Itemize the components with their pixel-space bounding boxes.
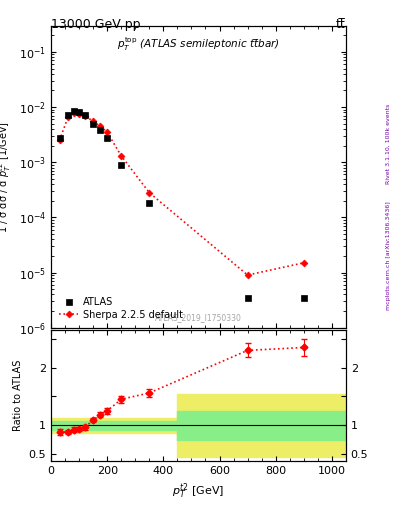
ATLAS [147,200,152,206]
Text: ATLAS_2019_I1750330: ATLAS_2019_I1750330 [155,313,242,322]
Sherpa 2.2.5 default [57,137,62,143]
ATLAS [83,112,87,118]
Text: mcplots.cern.ch [arXiv:1306.3436]: mcplots.cern.ch [arXiv:1306.3436] [386,202,391,310]
Y-axis label: Ratio to ATLAS: Ratio to ATLAS [13,360,23,431]
Sherpa 2.2.5 default [71,110,76,116]
Sherpa 2.2.5 default [105,129,110,135]
Legend: ATLAS, Sherpa 2.2.5 default: ATLAS, Sherpa 2.2.5 default [56,294,186,323]
ATLAS [301,294,306,301]
Sherpa 2.2.5 default [301,260,306,266]
ATLAS [119,162,124,168]
X-axis label: $p_T^{t2}$ [GeV]: $p_T^{t2}$ [GeV] [172,481,225,501]
Text: $p_T^{\mathrm{top}}$ (ATLAS semileptonic tt̅bar): $p_T^{\mathrm{top}}$ (ATLAS semileptonic… [117,35,280,53]
ATLAS [98,127,103,133]
ATLAS [66,112,70,118]
Text: 13000 GeV pp: 13000 GeV pp [51,18,141,31]
Sherpa 2.2.5 default [98,123,103,129]
Sherpa 2.2.5 default [83,113,87,119]
Text: tt̅: tt̅ [336,18,346,31]
Line: Sherpa 2.2.5 default: Sherpa 2.2.5 default [57,111,306,278]
Y-axis label: 1 / σ dσ / d $p_T^{t2}$ [1/GeV]: 1 / σ dσ / d $p_T^{t2}$ [1/GeV] [0,121,13,232]
Sherpa 2.2.5 default [77,111,81,117]
ATLAS [245,294,250,301]
Line: ATLAS: ATLAS [56,108,307,301]
Sherpa 2.2.5 default [147,189,152,196]
ATLAS [71,108,76,114]
Sherpa 2.2.5 default [66,114,70,120]
ATLAS [91,121,95,127]
Sherpa 2.2.5 default [119,153,124,159]
ATLAS [57,135,62,141]
Sherpa 2.2.5 default [91,118,95,124]
ATLAS [77,110,81,116]
Sherpa 2.2.5 default [245,272,250,278]
Text: Rivet 3.1.10, 100k events: Rivet 3.1.10, 100k events [386,103,391,183]
ATLAS [105,135,110,141]
